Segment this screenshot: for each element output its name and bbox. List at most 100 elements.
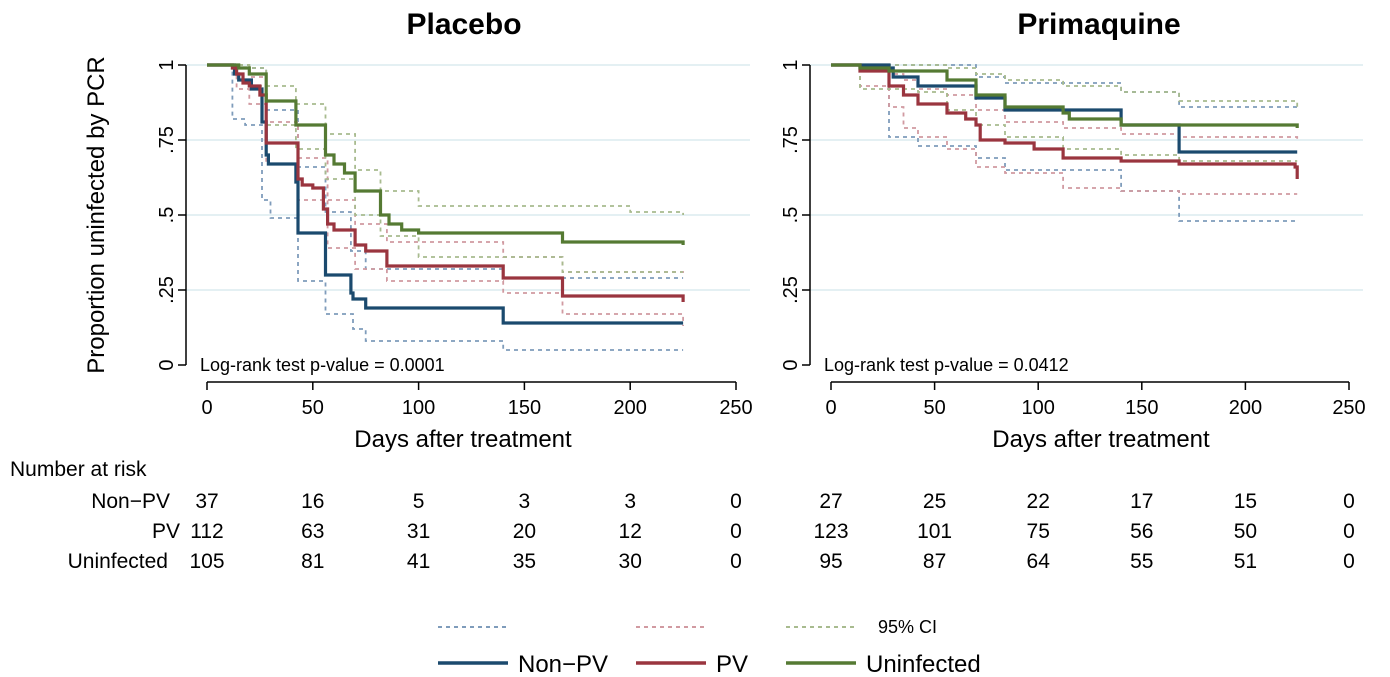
risk-cell: 63: [301, 520, 324, 543]
y-tick-label: .5: [156, 207, 178, 224]
risk-cell: 112: [190, 520, 223, 543]
survival-curve-uninfected: [831, 63, 1299, 128]
risk-cell: 105: [189, 550, 224, 573]
x-tick-label: 50: [923, 397, 945, 419]
risk-cell: 37: [195, 490, 218, 513]
x-axis-label-primaquine: Days after treatment: [992, 426, 1210, 453]
ci-bound-uninfected: [831, 64, 1299, 110]
risk-cell: 12: [619, 520, 642, 543]
survival-curve-non-pv: [207, 63, 684, 325]
panel-title-primaquine: Primaquine: [1017, 8, 1180, 41]
risk-cell: 0: [730, 520, 742, 543]
p-value-annotation-primaquine: Log-rank test p-value = 0.0412: [824, 355, 1069, 375]
risk-cell: 0: [1343, 520, 1355, 543]
risk-cell: 55: [1130, 550, 1153, 573]
survival-curves: [831, 63, 1299, 179]
ci-curves: [831, 64, 1299, 222]
y-tick-label: .25: [780, 276, 802, 304]
x-tick-label: 200: [614, 397, 647, 419]
risk-cell: 3: [624, 490, 636, 513]
axes: 0 .25 .5 .75 1 0 50 100 150 200 250: [156, 59, 753, 419]
risk-cell: 75: [1027, 520, 1050, 543]
ci-bound-pv: [831, 64, 1298, 195]
risk-cell: 51: [1234, 550, 1257, 573]
risk-cell: 3: [519, 490, 531, 513]
risk-cell: 25: [923, 490, 946, 513]
survival-curves: [207, 63, 685, 325]
x-tick-label: 150: [508, 397, 541, 419]
risk-row-label-pv: PV: [152, 520, 180, 543]
x-axis-label-placebo: Days after treatment: [354, 426, 572, 453]
x-tick-label: 0: [201, 397, 212, 419]
risk-cell: 0: [730, 550, 742, 573]
risk-cell: 0: [1343, 490, 1355, 513]
ci-bound-uninfected: [207, 64, 684, 273]
risk-cell: 17: [1130, 490, 1153, 513]
x-tick-label: 0: [825, 397, 836, 419]
risk-cell: 27: [819, 490, 842, 513]
ci-bound-uninfected: [831, 64, 1298, 162]
x-tick-label: 250: [719, 397, 752, 419]
y-tick-label: 1: [156, 59, 178, 70]
risk-cell: 30: [619, 550, 642, 573]
y-axis-label: Proportion uninfected by PCR: [83, 56, 110, 374]
risk-cell: 5: [413, 490, 425, 513]
x-tick-label: 100: [402, 397, 435, 419]
risk-cell: 15: [1234, 490, 1257, 513]
risk-cell: 101: [917, 520, 952, 543]
x-tick-label: 250: [1332, 397, 1365, 419]
risk-cell: 35: [513, 550, 536, 573]
survival-curve-pv: [207, 63, 685, 302]
x-tick-label: 100: [1022, 397, 1055, 419]
y-tick-label: .75: [780, 126, 802, 154]
survival-curve-uninfected: [207, 63, 685, 245]
ci-bound-non-pv: [207, 64, 684, 351]
y-tick-label: .75: [156, 126, 178, 154]
legend-ci-label: 95% CI: [878, 617, 937, 637]
x-tick-label: 150: [1125, 397, 1158, 419]
risk-cell: 31: [407, 520, 430, 543]
grid-lines: [186, 64, 750, 291]
risk-cell: 64: [1027, 550, 1051, 573]
risk-cell: 95: [819, 550, 842, 573]
legend: 95% CI Non−PV PV Uninfected: [438, 617, 981, 677]
risk-cell: 41: [407, 550, 430, 573]
risk-cell: 20: [513, 520, 536, 543]
legend-label-pv: PV: [716, 651, 748, 677]
p-value-annotation-placebo: Log-rank test p-value = 0.0001: [200, 355, 445, 375]
ci-bound-non-pv: [831, 64, 1298, 222]
x-tick-label: 200: [1229, 397, 1262, 419]
risk-cell: 22: [1027, 490, 1050, 513]
legend-label-uninfected: Uninfected: [866, 651, 981, 677]
y-tick-label: .5: [780, 207, 802, 224]
ci-bound-non-pv: [207, 64, 684, 279]
risk-table-title: Number at risk: [10, 458, 147, 481]
y-tick-label: 1: [780, 59, 802, 70]
y-tick-label: 0: [156, 359, 178, 370]
ci-bound-uninfected: [207, 64, 684, 215]
risk-cell: 0: [730, 490, 742, 513]
risk-cell: 81: [301, 550, 324, 573]
risk-cell: 50: [1234, 520, 1257, 543]
panel-title-placebo: Placebo: [406, 8, 521, 41]
placebo-panel: Placebo 0 .25 .5 .75 1 0 50 100 150 200 250 Log-ra…: [156, 8, 753, 453]
grid-lines: [810, 64, 1363, 291]
risk-cell: 87: [923, 550, 946, 573]
risk-table: Number at risk Non−PV PV Uninfected 37 16…: [10, 458, 1355, 573]
risk-cell: 16: [301, 490, 324, 513]
risk-cell: 0: [1343, 550, 1355, 573]
legend-label-non-pv: Non−PV: [518, 651, 608, 677]
primaquine-panel: Primaquine 0 .25 .5 .75 1 0 50 100 150 200 250 Log…: [780, 8, 1366, 453]
risk-cell: 123: [813, 520, 848, 543]
risk-row-label-non-pv: Non−PV: [91, 490, 170, 513]
risk-cell: 56: [1130, 520, 1153, 543]
y-tick-label: .25: [156, 276, 178, 304]
ci-bound-pv: [207, 64, 684, 326]
survival-curve-pv: [831, 63, 1299, 179]
risk-row-label-uninfected: Uninfected: [68, 550, 168, 573]
x-tick-label: 50: [302, 397, 324, 419]
axes: 0 .25 .5 .75 1 0 50 100 150 200 250: [780, 59, 1366, 419]
y-tick-label: 0: [780, 359, 802, 370]
